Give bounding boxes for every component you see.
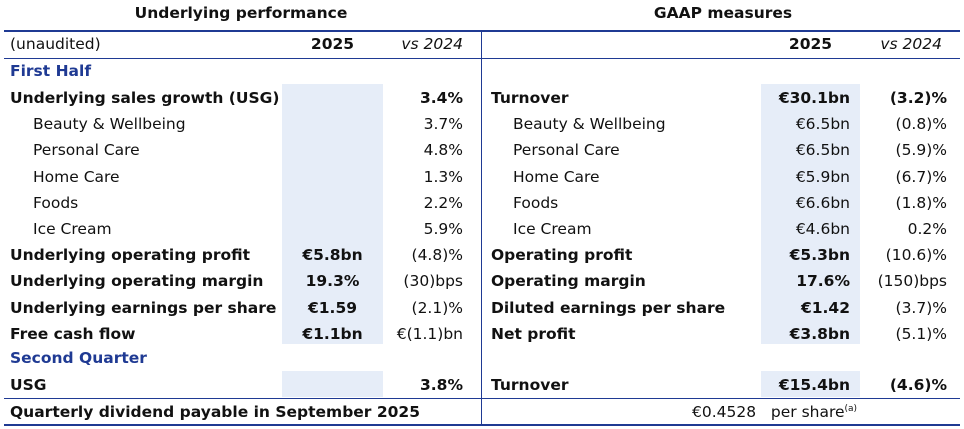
fh-row-1-right-vs: (0.8)% [895,115,947,133]
fh-row-7-right-vs: (150)bps [877,272,947,290]
fh-row-2-right-label: Personal Care [513,141,620,159]
dividend-amount: €0.4528 [692,403,757,421]
fh-row-3-right-label: Home Care [513,168,600,186]
fh-row-8-left-2025: €1.59 [307,299,358,317]
left-section-title: Underlying performance [134,4,348,22]
fh-row-6-right-2025: €5.3bn [789,246,850,264]
fh-row-4-left-vs: 2.2% [423,194,463,212]
fh-row-8-left-label: Underlying earnings per share [10,299,277,317]
fh-row-1-right-label: Beauty & Wellbeing [513,115,666,133]
fh-row-8-right-label: Diluted earnings per share [491,299,726,317]
fh-row-1-left-vs: 3.7% [423,115,463,133]
dividend-label: Quarterly dividend payable in September … [10,403,420,421]
fh-row-2-left-vs: 4.8% [423,141,463,159]
fh-row-1-left-label: Beauty & Wellbeing [33,115,186,133]
fh-row-5-right-vs: 0.2% [907,220,947,238]
left-2025-q2-shade [282,371,383,397]
section-second-quarter: Second Quarter [10,349,147,367]
fh-row-0-left-label: Underlying sales growth (USG) [10,89,280,107]
fh-row-9-left-2025: €1.1bn [302,325,363,343]
dividend-value: €0.4528 per share(a) [692,403,857,421]
fh-row-3-right-vs: (6.7)% [895,168,947,186]
left-header-vs2024: vs 2024 [401,35,463,53]
section-first-half: First Half [10,62,92,80]
right-2025-q2-shade [761,371,860,397]
fh-row-8-right-2025: €1.42 [800,299,850,317]
right-header-vs2024: vs 2024 [880,35,942,53]
left-2025-column-shade [282,84,383,344]
fh-row-6-left-vs: (4.8)% [411,246,463,264]
left-header-2025: 2025 [310,35,355,53]
fh-row-6-right-vs: (10.6)% [885,246,947,264]
fh-row-9-right-label: Net profit [491,325,576,343]
fh-row-3-left-vs: 1.3% [423,168,463,186]
fh-row-9-right-vs: (5.1)% [895,325,947,343]
right-2025-column-shade [761,84,860,344]
fh-row-2-right-vs: (5.9)% [895,141,947,159]
fh-row-0-right-label: Turnover [491,89,569,107]
rule-under-header [4,58,960,59]
fh-row-5-right-label: Ice Cream [513,220,592,238]
fh-row-4-right-2025: €6.6bn [795,194,850,212]
fh-row-2-right-2025: €6.5bn [795,141,850,159]
q2-left-label: USG [10,376,47,394]
fh-row-9-right-2025: €3.8bn [789,325,850,343]
fh-row-5-right-2025: €4.6bn [795,220,850,238]
fh-row-4-right-vs: (1.8)% [895,194,947,212]
fh-row-9-left-vs: €(1.1)bn [396,325,463,343]
rule-top [4,30,960,32]
rule-bottom [4,424,960,426]
fh-row-4-right-label: Foods [513,194,559,212]
dividend-unit: per share [770,403,845,421]
q2-right-vs: (4.6)% [889,376,947,394]
fh-row-5-left-label: Ice Cream [33,220,112,238]
right-header-2025: 2025 [788,35,833,53]
fh-row-9-left-label: Free cash flow [10,325,136,343]
fh-row-0-right-2025: €30.1bn [778,89,850,107]
fh-row-7-left-vs: (30)bps [403,272,463,290]
fh-row-0-left-vs: 3.4% [420,89,463,107]
fh-row-7-left-2025: 19.3% [305,272,360,290]
fh-row-5-left-vs: 5.9% [423,220,463,238]
fh-row-7-left-label: Underlying operating margin [10,272,264,290]
rule-dividend-top [4,398,960,399]
fh-row-7-right-label: Operating margin [491,272,646,290]
fh-row-6-left-label: Underlying operating profit [10,246,251,264]
q2-right-label: Turnover [491,376,569,394]
fh-row-4-left-label: Foods [33,194,79,212]
fh-row-8-left-vs: (2.1)% [411,299,463,317]
fh-row-1-right-2025: €6.5bn [795,115,850,133]
fh-row-2-left-label: Personal Care [33,141,140,159]
fh-row-3-left-label: Home Care [33,168,120,186]
q2-left-vs: 3.8% [420,376,463,394]
dividend-footnote: (a) [844,403,858,414]
fh-row-3-right-2025: €5.9bn [795,168,850,186]
fh-row-6-right-label: Operating profit [491,246,633,264]
column-divider [481,30,482,425]
q2-right-2025: €15.4bn [778,376,850,394]
unaudited-label: (unaudited) [10,35,101,53]
fh-row-8-right-vs: (3.7)% [895,299,947,317]
fh-row-0-right-vs: (3.2)% [889,89,947,107]
right-section-title: GAAP measures [653,4,793,22]
fh-row-6-left-2025: €5.8bn [302,246,363,264]
fh-row-7-right-2025: 17.6% [796,272,850,290]
